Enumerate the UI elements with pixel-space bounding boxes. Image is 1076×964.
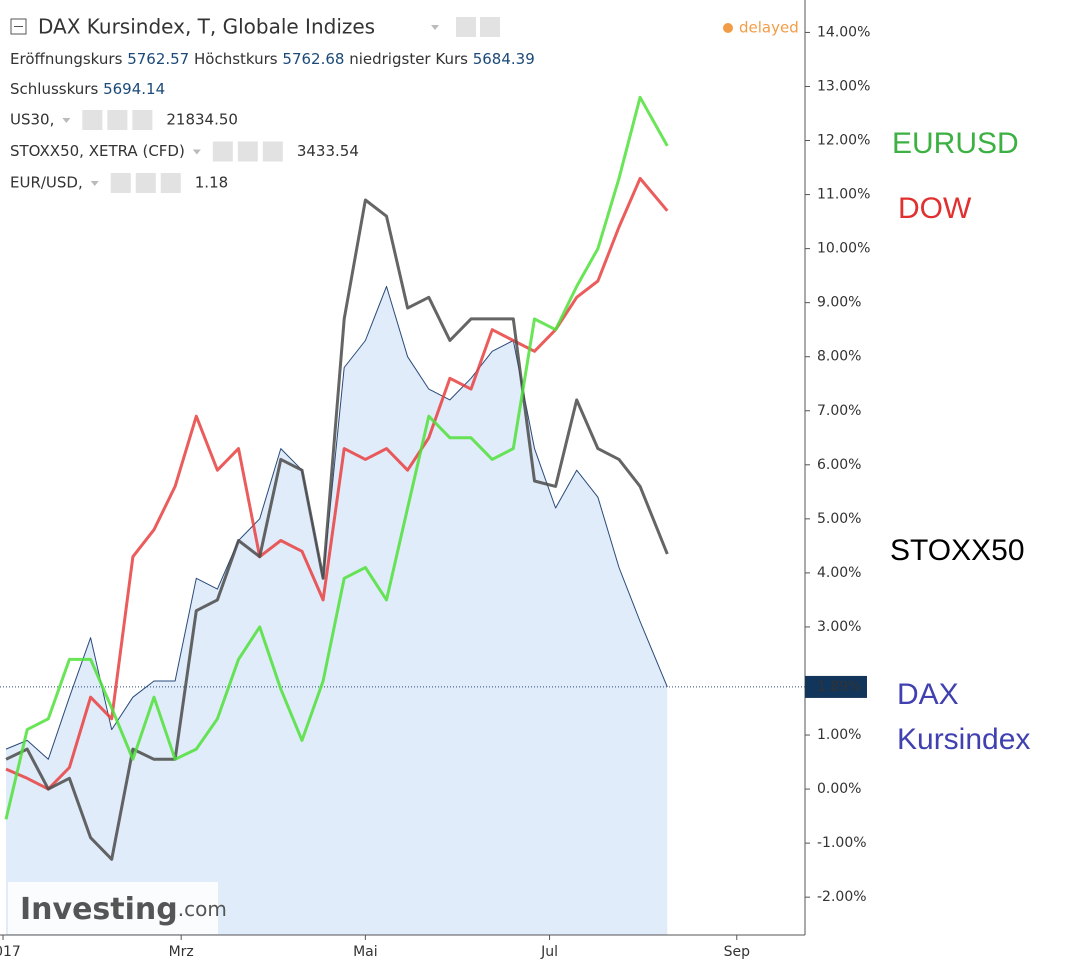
- settings-icon[interactable]: [237, 141, 258, 162]
- remove-icon[interactable]: [262, 141, 283, 162]
- y-tick-label: 4.00%: [817, 565, 861, 581]
- legend: US30, 21834.50 STOXX50, XETRA (CFD) 3433.54…: [10, 110, 359, 193]
- y-tick-label: 14.00%: [817, 24, 870, 40]
- legend-value: 21834.50: [166, 111, 238, 129]
- line: [5, 198, 669, 861]
- collapse-icon[interactable]: [10, 18, 27, 35]
- line: [5, 176, 669, 791]
- ohlc-value: 5762.57: [127, 50, 189, 68]
- eye-icon[interactable]: [82, 110, 103, 130]
- x-tick-label: Sep: [724, 944, 751, 960]
- y-tick-label: 10.00%: [817, 241, 870, 257]
- x-tick-label: 2017: [0, 944, 21, 960]
- legend-value: 1.18: [195, 174, 228, 192]
- annotation: STOXX50: [890, 534, 1025, 567]
- x-tick-label: Mrz: [169, 944, 194, 960]
- y-tick-label: -1.00%: [817, 835, 867, 851]
- y-tick-label: 6.00%: [817, 457, 861, 473]
- chart-title: DAX Kursindex, T, Globale Indizes: [38, 15, 375, 39]
- y-tick-label: 8.00%: [817, 349, 861, 365]
- y-tick-label: 0.00%: [817, 781, 861, 797]
- y-tick-label: 3.00%: [817, 619, 861, 635]
- marks: [0, 95, 805, 935]
- watermark-bg: [8, 882, 218, 934]
- x-tick-label: Mai: [353, 944, 378, 960]
- status: delayed: [739, 19, 799, 37]
- ohlc-label: niedrigster Kurs: [349, 50, 468, 68]
- y-tick-label: 12.00%: [817, 133, 870, 149]
- eye-icon[interactable]: [212, 141, 233, 162]
- ohlc-value: 5762.68: [282, 50, 344, 68]
- ohlc-value: 5694.14: [103, 80, 165, 98]
- settings-icon[interactable]: [135, 173, 156, 193]
- axes: 14.00% 13.00% 12.00% 11.00% 10.00% 9.00% 8.00%…: [0, 24, 870, 960]
- line: [4, 95, 669, 820]
- y-tick-label: 5.00%: [817, 511, 861, 527]
- legend-label: US30,: [10, 111, 54, 129]
- price-tag: [805, 675, 867, 698]
- remove-icon[interactable]: [132, 110, 153, 130]
- dropdown-arrow[interactable]: [90, 181, 99, 186]
- y-tick-label: -2.00%: [817, 889, 867, 905]
- y-tick-label: 9.00%: [817, 295, 861, 311]
- y-tick-label: 7.00%: [817, 403, 861, 419]
- dropdown-arrow[interactable]: [62, 118, 71, 123]
- price-tag-label: 1.89%: [817, 679, 861, 695]
- legend-label: STOXX50, XETRA (CFD): [10, 142, 185, 160]
- x-tick-label: Jul: [540, 944, 558, 960]
- y-tick-label: 13.00%: [817, 78, 870, 94]
- eye-icon[interactable]: [456, 17, 476, 37]
- legend-value: 3433.54: [297, 142, 359, 160]
- annotation: DOW: [898, 192, 972, 225]
- watermark-domain: .com: [178, 897, 227, 921]
- watermark-brand: Investing: [20, 892, 178, 927]
- settings-icon[interactable]: [107, 110, 128, 130]
- ohlc-row: Schlusskurs 5694.14: [10, 80, 165, 98]
- ohlc-label: Höchstkurs: [194, 50, 278, 68]
- status-dot: [723, 23, 733, 33]
- ohlc-row: Eröffnungskurs 5762.57 Höchstkurs 5762.6…: [10, 50, 535, 68]
- annotation: EURUSD: [892, 127, 1019, 160]
- ohlc-label: Eröffnungskurs: [10, 50, 123, 68]
- settings-icon[interactable]: [480, 17, 500, 37]
- y-tick-label: 11.00%: [817, 187, 870, 203]
- eye-icon[interactable]: [110, 173, 131, 193]
- annotation: DAX: [897, 678, 959, 711]
- legend-label: EUR/USD,: [10, 174, 83, 192]
- line: [5, 285, 668, 760]
- dropdown-arrow[interactable]: [431, 25, 439, 30]
- y-tick-label: 1.00%: [817, 727, 861, 743]
- remove-icon[interactable]: [160, 173, 181, 193]
- ohlc-label: Schlusskurs: [10, 80, 98, 98]
- ohlc-value: 5684.39: [473, 50, 535, 68]
- watermark: Investing.com: [20, 892, 227, 927]
- annotation: Kursindex: [897, 723, 1030, 756]
- dropdown-arrow[interactable]: [192, 149, 201, 155]
